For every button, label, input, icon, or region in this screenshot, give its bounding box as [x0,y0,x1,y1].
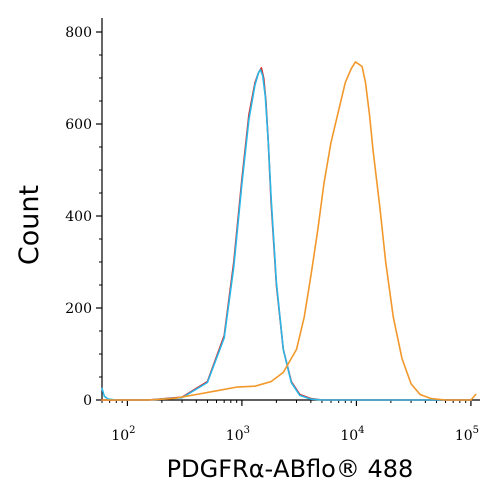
y-tick-label: 400 [65,209,92,225]
y-tick-label: 800 [65,25,92,41]
x-tick-label: 104 [340,425,364,444]
x-tick-label: 105 [455,425,479,444]
y-tick-label: 0 [83,393,92,409]
x-axis-title: PDGFRα-ABflo® 488 [167,455,414,483]
x-tick-label: 102 [111,425,135,444]
y-axis-title: Count [14,185,45,265]
histogram-series-line [101,61,477,401]
y-tick-label: 600 [65,117,92,133]
x-tick-label: 103 [226,425,250,444]
series-layer [101,61,477,401]
y-tick-label: 200 [65,301,92,317]
axis-ticks: 0 200 400 600 800 102 103 104 105 [65,25,479,444]
